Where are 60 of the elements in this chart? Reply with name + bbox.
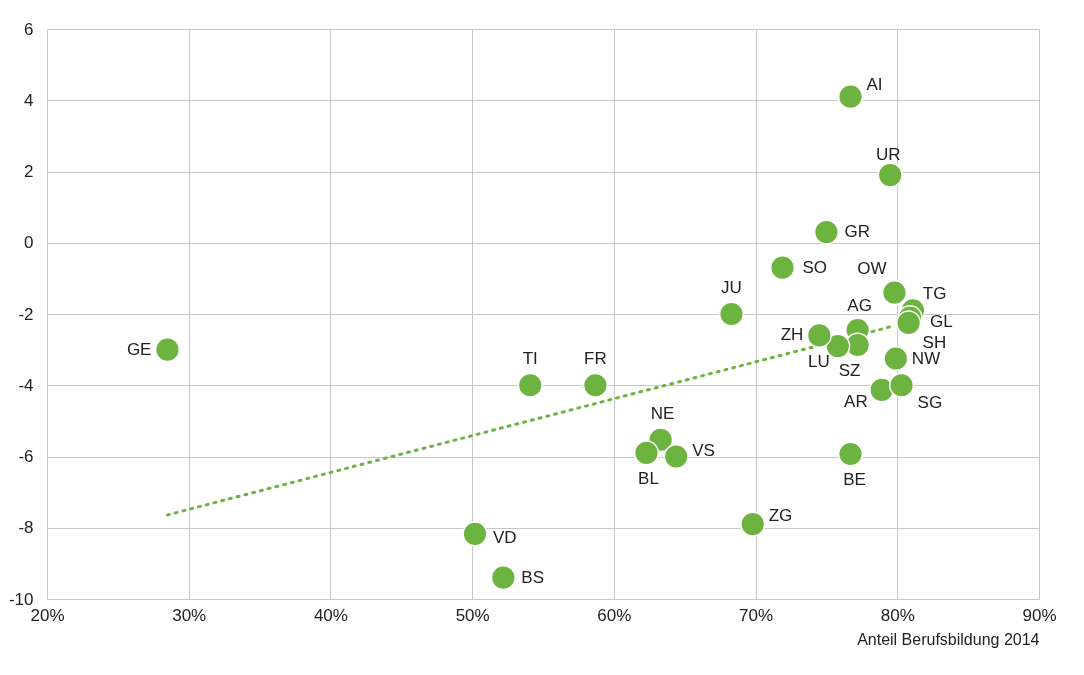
point xyxy=(896,310,922,336)
data-label: FR xyxy=(584,349,607,369)
point xyxy=(888,372,915,398)
data-label: SZ xyxy=(838,360,861,380)
data-label: TG xyxy=(922,284,947,304)
x-tick-label: 50% xyxy=(455,605,490,625)
data-label: GR xyxy=(844,222,870,242)
point xyxy=(769,255,796,281)
point xyxy=(633,440,660,466)
data-label: AI xyxy=(866,74,883,94)
data-label: ZG xyxy=(768,506,793,526)
data-label: SO xyxy=(802,257,828,277)
x-tick-label: 40% xyxy=(313,605,348,625)
x-tick-label: 60% xyxy=(597,605,632,625)
y-tick-label: 6 xyxy=(24,19,34,39)
point xyxy=(718,301,745,327)
x-tick-label: 30% xyxy=(172,605,207,625)
data-label: UR xyxy=(875,145,901,165)
y-tick-label: -4 xyxy=(18,375,34,395)
point xyxy=(813,219,840,245)
point xyxy=(837,441,864,467)
data-label: BS xyxy=(521,567,545,587)
data-label: AR xyxy=(844,391,868,411)
point xyxy=(806,322,832,348)
data-label: AG xyxy=(847,296,872,316)
y-tick-label: 4 xyxy=(24,90,34,110)
point xyxy=(462,521,488,547)
point xyxy=(837,84,864,110)
data-label: VD xyxy=(492,527,517,547)
data-label: OW xyxy=(857,258,887,278)
point xyxy=(154,337,181,363)
x-tick-label: 70% xyxy=(739,605,774,625)
y-tick-label: -8 xyxy=(18,518,34,538)
data-label: GL xyxy=(930,311,953,331)
data-label: NE xyxy=(650,403,675,423)
data-label: SG xyxy=(917,393,943,413)
point xyxy=(883,345,909,372)
data-label: TI xyxy=(522,349,538,369)
point xyxy=(582,372,609,398)
y-tick-label: -6 xyxy=(18,447,34,466)
x-tick-label: 90% xyxy=(1022,605,1057,625)
x-tick-label: 80% xyxy=(880,605,915,625)
data-label: JU xyxy=(721,278,742,297)
point xyxy=(877,162,903,188)
x-axis-title: Anteil Berufsbildung 2014 xyxy=(857,630,1040,648)
data-label: GE xyxy=(126,339,152,359)
point xyxy=(663,443,689,470)
data-label: ZH xyxy=(780,325,804,345)
data-label: BE xyxy=(843,470,866,490)
y-tick-label: -2 xyxy=(18,304,34,324)
y-tick-label: 2 xyxy=(24,162,34,181)
point xyxy=(490,565,516,591)
y-tick-label: 0 xyxy=(24,233,34,253)
data-label: BL xyxy=(638,468,659,488)
point xyxy=(869,377,895,403)
data-label: LU xyxy=(808,352,830,372)
point xyxy=(517,372,543,398)
data-label: VS xyxy=(692,440,715,460)
point xyxy=(881,280,908,306)
point xyxy=(740,511,766,537)
